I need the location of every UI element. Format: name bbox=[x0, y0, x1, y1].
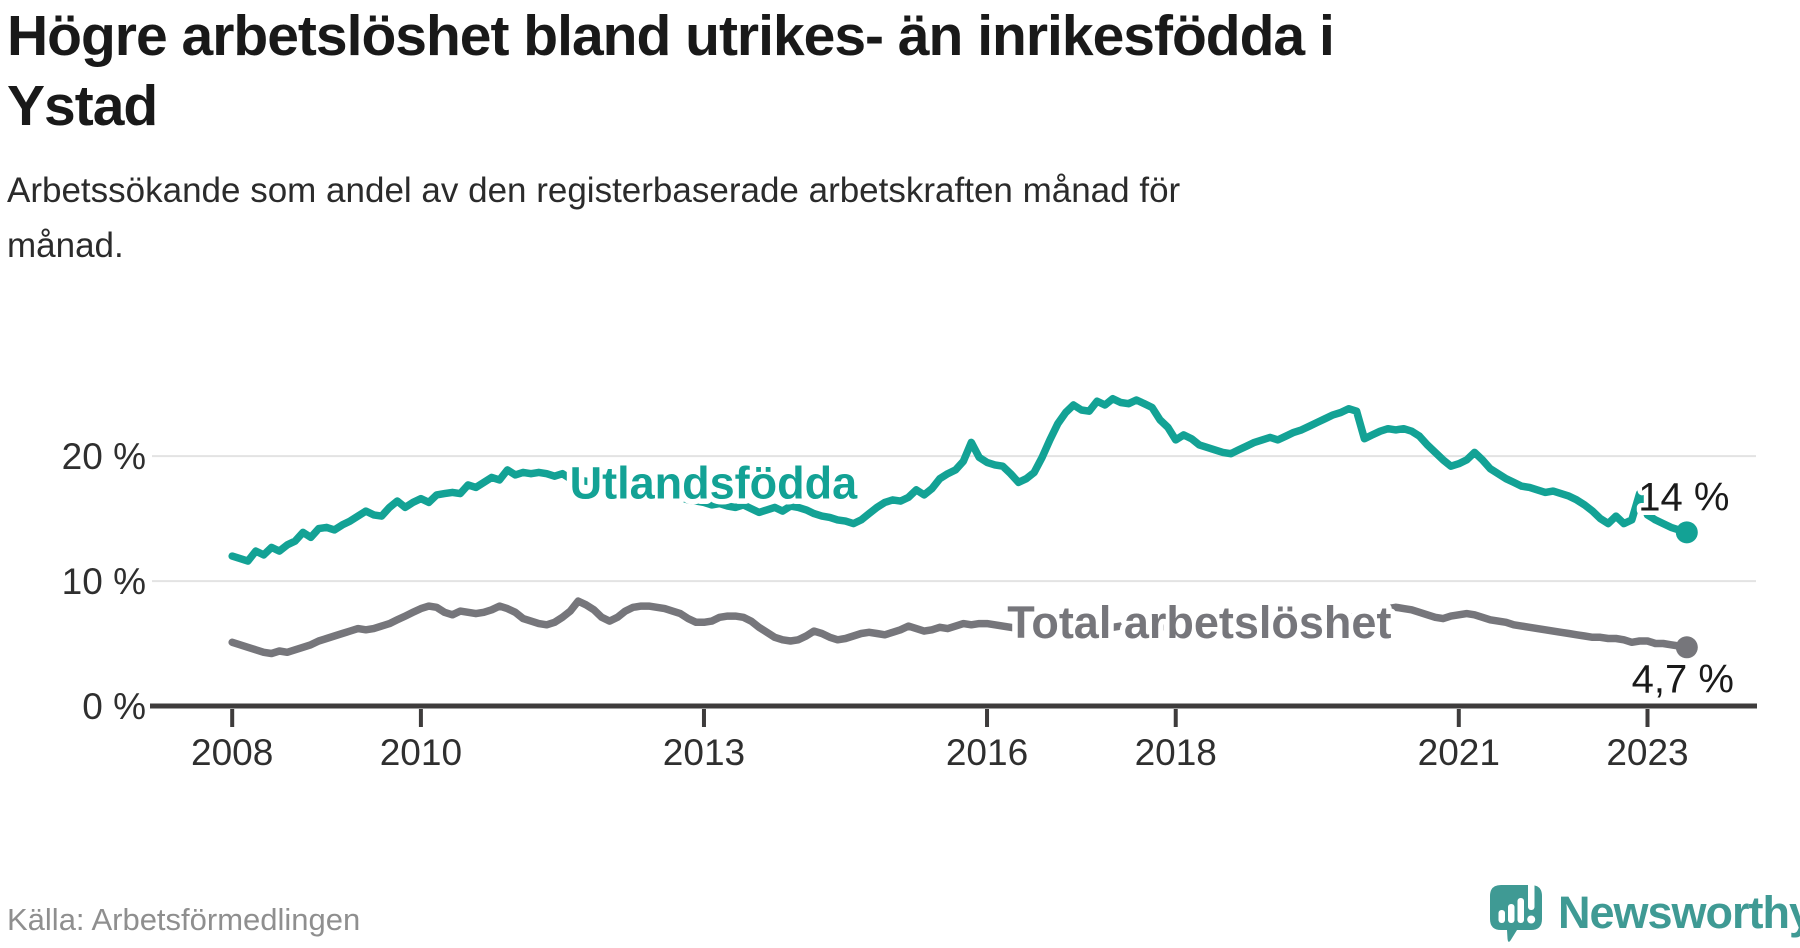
y-tick-label-0: 0 % bbox=[82, 686, 146, 727]
subtitle-line-2: månad. bbox=[7, 225, 124, 265]
y-tick-label-20: 20 % bbox=[62, 436, 146, 477]
series-end-dot-total bbox=[1675, 636, 1698, 659]
x-tick-label-2016: 2016 bbox=[946, 732, 1028, 773]
series-label-total: Total arbetslöshet bbox=[1007, 597, 1391, 648]
series-end-dot-utlandsfodda bbox=[1675, 521, 1698, 544]
series-line-total bbox=[228, 597, 1691, 658]
end-value-label-total: 4,7 % bbox=[1632, 657, 1734, 701]
bar-chart-bar-large bbox=[1517, 898, 1524, 923]
x-tick-label-2023: 2023 bbox=[1606, 732, 1688, 773]
newsworthy-logo-icon bbox=[1490, 884, 1542, 942]
x-tick-label-2010: 2010 bbox=[380, 732, 462, 773]
bar-chart-bar-medium bbox=[1508, 904, 1515, 923]
end-value-label-utlandsfodda: 14 % bbox=[1638, 475, 1729, 519]
title-line-2: Ystad bbox=[7, 73, 158, 138]
x-tick-label-2013: 2013 bbox=[663, 732, 745, 773]
bar-chart-bar-small bbox=[1498, 910, 1505, 923]
subtitle-line-1: Arbetssökande som andel av den registerb… bbox=[7, 171, 1181, 210]
x-tick-label-2021: 2021 bbox=[1418, 732, 1500, 773]
page-title: Högre arbetslöshet bland utrikes- än inr… bbox=[7, 2, 1335, 141]
series-label-utlandsfodda: Utlandsfödda bbox=[570, 457, 858, 508]
newsworthy-logo-text: Newsworthy bbox=[1558, 887, 1800, 938]
exclamation-dot bbox=[1527, 915, 1536, 924]
source-note: Källa: Arbetsförmedlingen bbox=[7, 902, 361, 937]
title-line-1: Högre arbetslöshet bland utrikes- än inr… bbox=[7, 4, 1335, 68]
series-line-utlandsfodda bbox=[228, 394, 1691, 565]
x-tick-label-2008: 2008 bbox=[191, 732, 273, 773]
newsworthy-logo: Newsworthy bbox=[1489, 884, 1800, 942]
exclamation-stem bbox=[1528, 884, 1535, 910]
chart-subtitle: Arbetssökande som andel av den registerb… bbox=[7, 164, 1180, 273]
x-tick-label-2018: 2018 bbox=[1135, 732, 1217, 773]
y-tick-label-10: 10 % bbox=[62, 561, 146, 602]
